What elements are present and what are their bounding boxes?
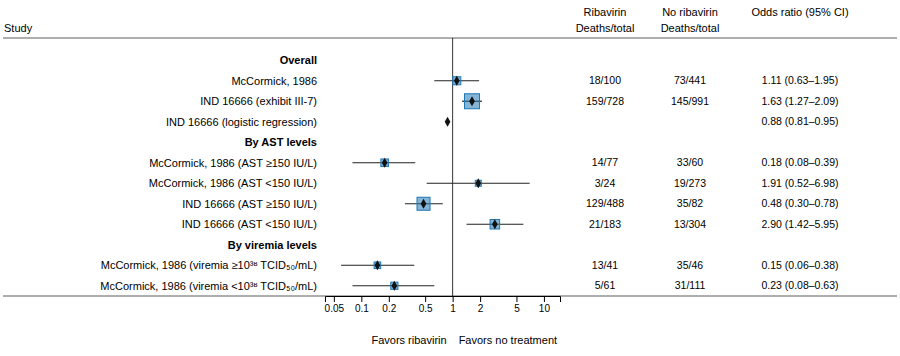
no-ribavirin-cell: 35/46 <box>677 259 703 271</box>
x-label-left: Favors ribavirin <box>371 334 446 346</box>
ribavirin-cell: 129/488 <box>586 197 624 209</box>
no-ribavirin-cell: 35/82 <box>677 197 703 209</box>
x-tick-mark <box>516 296 517 302</box>
point-estimate <box>392 281 398 291</box>
odds-ratio-label: 1.11 (0.63–1.95) <box>762 74 838 86</box>
odds-ratio-label: 0.18 (0.08–0.39) <box>761 156 838 168</box>
x-tick-mark <box>361 296 362 302</box>
row-label: Overall <box>280 54 317 66</box>
odds-ratio-label: 2.90 (1.42–5.95) <box>761 218 838 230</box>
x-tick-label: 5 <box>514 303 520 314</box>
point-estimate <box>475 178 481 188</box>
x-tick: 5 <box>514 296 520 314</box>
x-tick-label: 10 <box>539 303 551 314</box>
row-label: IND 16666 (AST ≥150 IU/L) <box>182 198 317 210</box>
ribavirin-cell: 14/77 <box>592 156 618 168</box>
point-estimate <box>469 96 475 106</box>
x-tick: 1 <box>450 296 456 314</box>
x-tick-mark <box>544 296 545 302</box>
x-tick-label: 0.5 <box>419 303 433 314</box>
x-tick: 2 <box>478 296 484 314</box>
point-estimate <box>454 76 460 86</box>
row-texts: Overall McCormick, 1986 18/100 73/441 1.11 (… <box>100 54 838 292</box>
row-label: McCormick, 1986 <box>231 75 317 87</box>
x-tick-mark <box>453 296 454 302</box>
no-ribavirin-cell: 31/111 <box>675 279 706 291</box>
row-label: IND 16666 (exhibit III-7) <box>200 95 317 107</box>
weight-box <box>453 77 461 85</box>
row-label: IND 16666 (AST <150 IU/L) <box>182 218 317 230</box>
point-estimate <box>445 117 451 127</box>
odds-ratio-label: 1.63 (1.27–2.09) <box>761 95 838 107</box>
x-axis: 0.05 0.1 0.2 0.5 1 2 5 10 <box>325 296 561 314</box>
x-tick-mark <box>425 296 426 302</box>
marks <box>341 38 530 296</box>
point-estimate <box>492 219 498 229</box>
point-estimate <box>375 260 381 270</box>
x-tick: 0.1 <box>355 296 369 314</box>
x-tick: 0.5 <box>419 296 433 314</box>
x-axis-line <box>326 297 561 303</box>
column-header: Ribavirin <box>584 6 627 18</box>
x-label-right: Favors no treatment <box>459 334 557 346</box>
odds-ratio-label: 1.91 (0.52–6.98) <box>761 177 838 189</box>
column-header: Odds ratio (95% CI) <box>751 6 848 18</box>
no-ribavirin-cell: 33/60 <box>677 156 703 168</box>
weight-box <box>490 219 500 229</box>
row-label: McCormick, 1986 (viremia <10³ʶ TCID₅₀/mL… <box>100 280 317 292</box>
odds-ratio-label: 0.48 (0.30–0.78) <box>761 197 838 209</box>
weight-box <box>464 94 479 109</box>
no-ribavirin-cell: 73/441 <box>674 74 706 86</box>
no-ribavirin-cell: 19/273 <box>674 177 706 189</box>
ribavirin-cell: 3/24 <box>595 177 616 189</box>
ribavirin-cell: 21/183 <box>589 218 621 230</box>
x-tick-label: 0.1 <box>355 303 369 314</box>
row-label: By viremia levels <box>228 239 317 251</box>
ribavirin-cell: 13/41 <box>592 259 618 271</box>
x-tick-mark <box>334 296 335 302</box>
column-header: Deaths/total <box>576 22 635 34</box>
point-estimate <box>382 158 388 168</box>
column-header: Deaths/total <box>661 22 720 34</box>
ribavirin-cell: 159/728 <box>586 95 624 107</box>
x-tick-label: 0.05 <box>325 303 345 314</box>
row-label: IND 16666 (logistic regression) <box>166 116 317 128</box>
chart: Study Ribavirin Deaths/total No ribavirin De… <box>0 0 900 356</box>
row-label: McCormick, 1986 (viremia ≥10³ʶ TCID₅₀/mL… <box>101 259 317 271</box>
row-label: McCormick, 1986 (AST <150 IU/L) <box>149 177 317 189</box>
x-tick-label: 2 <box>478 303 484 314</box>
odds-ratio-label: 0.15 (0.06–0.38) <box>761 259 838 271</box>
x-tick: 10 <box>539 296 551 314</box>
column-header: No ribavirin <box>662 6 718 18</box>
ribavirin-cell: 5/61 <box>595 279 616 291</box>
x-tick-mark <box>389 296 390 302</box>
point-estimate <box>421 199 427 209</box>
x-tick: 0.05 <box>325 296 345 314</box>
weight-box <box>417 197 430 210</box>
no-ribavirin-cell: 13/304 <box>674 218 706 230</box>
x-tick-label: 1 <box>450 303 456 314</box>
odds-ratio-label: 0.88 (0.81–0.95) <box>761 115 838 127</box>
x-tick: 0.2 <box>382 296 396 314</box>
x-tick-mark <box>480 296 481 302</box>
x-tick-label: 0.2 <box>382 303 396 314</box>
no-ribavirin-cell: 145/991 <box>671 95 709 107</box>
header-rule <box>3 38 897 39</box>
row-label: By AST levels <box>245 136 317 148</box>
ribavirin-cell: 18/100 <box>589 74 621 86</box>
odds-ratio-label: 0.23 (0.08–0.63) <box>761 279 838 291</box>
row-label: McCormick, 1986 (AST ≥150 IU/L) <box>149 157 317 169</box>
study-header: Study <box>4 22 33 34</box>
